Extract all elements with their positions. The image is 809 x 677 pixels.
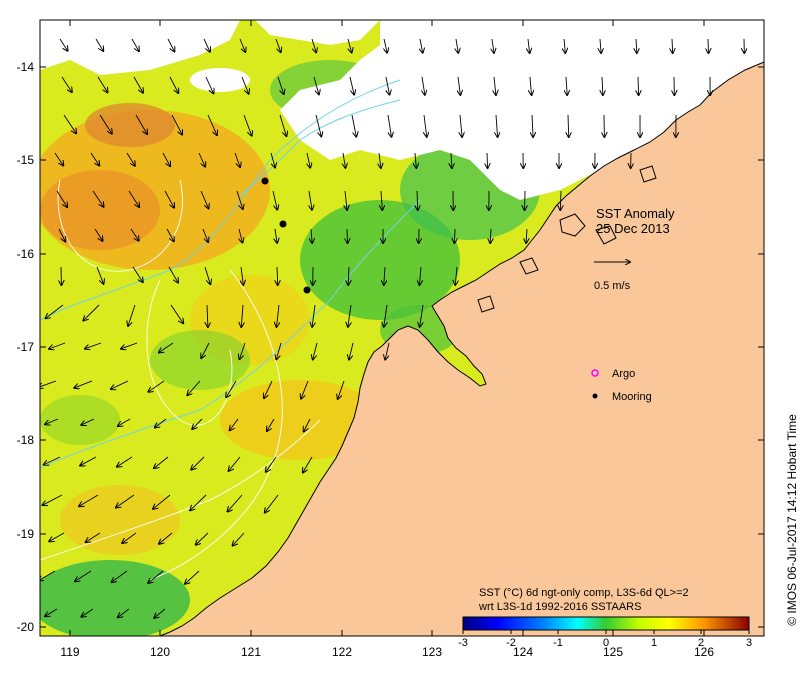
cool-patch: [40, 395, 120, 445]
caption-line-1: SST (°C) 6d ngt-only comp, L3S-6d QL>=2: [479, 587, 689, 599]
lat-tick-label: -17: [17, 340, 35, 354]
credit-label: © IMOS 06-Jul-2017 14:12 Hobart Time: [785, 414, 799, 626]
lat-tick-label: -16: [17, 247, 35, 261]
colorbar-label: 3: [746, 637, 752, 649]
mooring-legend-marker: [593, 394, 598, 399]
colorbar-label: 0: [603, 637, 609, 649]
colorbar-label: -1: [553, 637, 563, 649]
map-date: 25 Dec 2013: [596, 221, 670, 236]
lon-tick-label: 122: [332, 645, 352, 659]
current-vector: [487, 153, 488, 168]
map-area: [30, 20, 764, 640]
lat-tick-label: -18: [17, 433, 35, 447]
lat-tick-label: -20: [17, 620, 35, 634]
lat-tick-label: -14: [17, 60, 35, 74]
lon-tick-label: 119: [60, 645, 79, 659]
mooring-marker: [304, 287, 311, 294]
colorbar-label: -2: [506, 637, 516, 649]
no-data-region: [190, 68, 250, 92]
warm-patch: [60, 485, 180, 555]
lat-tick-label: -19: [17, 527, 35, 541]
colorbar-label: 1: [651, 637, 657, 649]
colorbar-label: -3: [458, 637, 468, 649]
mooring-legend-label: Mooring: [612, 391, 652, 403]
warm-patch: [40, 170, 160, 250]
caption-line-2: wrt L3S-1d 1992-2016 SSTAARS: [478, 601, 641, 613]
warm-patch: [85, 103, 175, 147]
current-vector: [454, 229, 455, 243]
argo-legend-label: Argo: [612, 368, 635, 380]
colorbar: [463, 617, 749, 630]
current-vector: [638, 77, 639, 95]
lon-tick-label: 124: [513, 645, 533, 659]
current-vector: [347, 229, 348, 243]
mooring-marker: [280, 221, 287, 228]
scale-label: 0.5 m/s: [594, 280, 631, 292]
mooring-marker: [262, 178, 269, 185]
lat-tick-label: -15: [17, 153, 35, 167]
lon-tick-label: 120: [150, 645, 170, 659]
lon-tick-label: 123: [422, 645, 442, 659]
map-title: SST Anomaly: [596, 206, 675, 221]
lon-tick-label: 121: [241, 645, 261, 659]
colorbar-label: 2: [698, 637, 704, 649]
